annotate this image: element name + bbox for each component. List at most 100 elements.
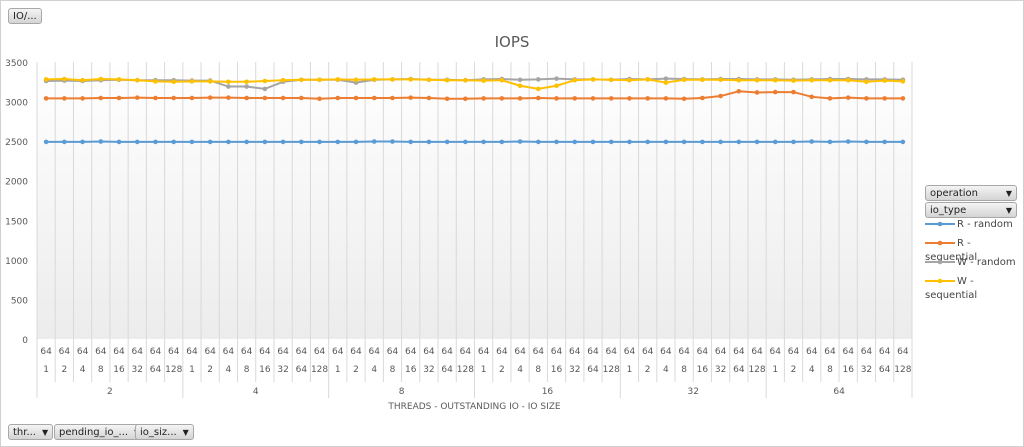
data-point: [481, 78, 486, 83]
data-point: [554, 96, 559, 101]
data-point: [772, 77, 778, 83]
data-point: [280, 139, 286, 145]
data-point: [189, 139, 195, 145]
data-point: [754, 77, 760, 83]
data-point: [280, 95, 286, 101]
x-tick-io-size: 8: [244, 365, 250, 375]
x-tick-outstanding-io: 64: [514, 347, 526, 357]
x-tick-outstanding-io: 64: [296, 347, 308, 357]
y-tick-label: 2000: [5, 178, 28, 188]
x-tick-io-size: 128: [311, 365, 328, 375]
data-point: [171, 79, 177, 85]
x-tick-io-size: 64: [587, 365, 599, 375]
x-tick-outstanding-io: 64: [715, 347, 727, 357]
data-point: [408, 77, 413, 82]
data-point: [845, 77, 851, 83]
x-tick-io-size: 64: [441, 365, 453, 375]
data-point: [262, 86, 268, 92]
x-tick-io-size: 1: [627, 365, 633, 375]
data-point: [809, 77, 815, 83]
x-tick-io-size: 2: [791, 365, 797, 375]
data-point: [299, 139, 304, 145]
data-point: [280, 77, 286, 83]
x-tick-outstanding-io: 64: [223, 347, 235, 357]
x-tick-io-size: 2: [645, 365, 651, 375]
x-tick-io-size: 32: [132, 365, 143, 375]
data-point: [80, 96, 85, 101]
x-tick-outstanding-io: 64: [59, 347, 71, 357]
data-point: [171, 95, 177, 101]
x-tick-outstanding-io: 64: [460, 347, 472, 357]
x-tick-threads: 8: [399, 387, 405, 397]
x-tick-outstanding-io: 64: [697, 347, 709, 357]
x-tick-io-size: 1: [772, 365, 778, 375]
data-point: [499, 77, 505, 83]
data-point: [499, 96, 505, 101]
data-point: [244, 95, 249, 101]
dropdown-arrow-icon: ▼: [1005, 206, 1012, 215]
data-point: [80, 77, 85, 83]
data-point: [390, 77, 395, 82]
legend-field-operation[interactable]: operation ▼: [925, 185, 1017, 201]
x-tick-io-size: 4: [517, 365, 523, 375]
data-point: [827, 77, 833, 83]
data-point: [408, 95, 413, 100]
y-tick-label: 3000: [5, 99, 28, 109]
data-point: [226, 95, 231, 100]
x-tick-outstanding-io: 64: [533, 347, 545, 357]
data-point: [353, 139, 359, 145]
data-point: [900, 96, 906, 101]
x-tick-outstanding-io: 64: [842, 347, 854, 357]
x-tick-io-size: 8: [535, 365, 541, 375]
x-tick-outstanding-io: 64: [259, 347, 271, 357]
legend-label: W - random: [957, 257, 1016, 268]
data-point: [900, 79, 906, 84]
data-point: [864, 96, 869, 101]
data-point: [827, 139, 833, 145]
data-point: [572, 96, 578, 101]
data-point: [554, 83, 559, 89]
data-point: [900, 139, 906, 145]
data-point: [426, 77, 432, 83]
filter-pending-io[interactable]: pending_io_...▼: [54, 424, 146, 440]
legend-entry: W - random: [925, 256, 1016, 270]
x-axis-title: THREADS - OUTSTANDING IO - IO SIZE: [387, 402, 561, 412]
legend-entry: R - random: [925, 218, 1013, 232]
y-tick-label: 1000: [5, 257, 28, 267]
data-point: [244, 139, 249, 145]
legend-line-marker-icon: [925, 240, 955, 246]
data-point: [98, 95, 104, 101]
data-point: [335, 77, 341, 82]
filter-io-size[interactable]: io_siz... ▼: [135, 424, 194, 440]
x-tick-io-size: 8: [390, 365, 396, 375]
x-tick-outstanding-io: 64: [496, 347, 508, 357]
field-button-io[interactable]: IO/...: [8, 8, 42, 24]
data-point: [153, 139, 158, 145]
data-point: [153, 95, 158, 101]
data-point: [882, 139, 887, 145]
filter-threads[interactable]: thr... ▼: [8, 424, 54, 440]
x-tick-io-size: 1: [481, 365, 487, 375]
x-tick-outstanding-io: 64: [478, 347, 490, 357]
data-point: [444, 77, 450, 83]
data-point: [43, 96, 49, 101]
data-point: [536, 77, 541, 82]
data-point: [262, 139, 268, 145]
filter-threads-label: thr...: [13, 427, 36, 438]
data-point: [700, 77, 705, 83]
data-point: [645, 77, 650, 82]
data-point: [62, 139, 67, 145]
data-point: [627, 139, 632, 145]
x-tick-outstanding-io: 64: [77, 347, 89, 357]
legend-label: R - random: [957, 219, 1013, 230]
legend-field-io-type[interactable]: io_type ▼: [925, 202, 1017, 218]
data-point: [244, 84, 249, 89]
data-point: [134, 139, 140, 145]
data-point: [317, 96, 322, 102]
data-point: [809, 94, 815, 100]
legend-entry: R - sequential: [925, 237, 1024, 263]
data-point: [864, 139, 869, 145]
data-point: [791, 89, 796, 95]
x-tick-outstanding-io: 64: [806, 347, 818, 357]
data-point: [663, 139, 669, 145]
